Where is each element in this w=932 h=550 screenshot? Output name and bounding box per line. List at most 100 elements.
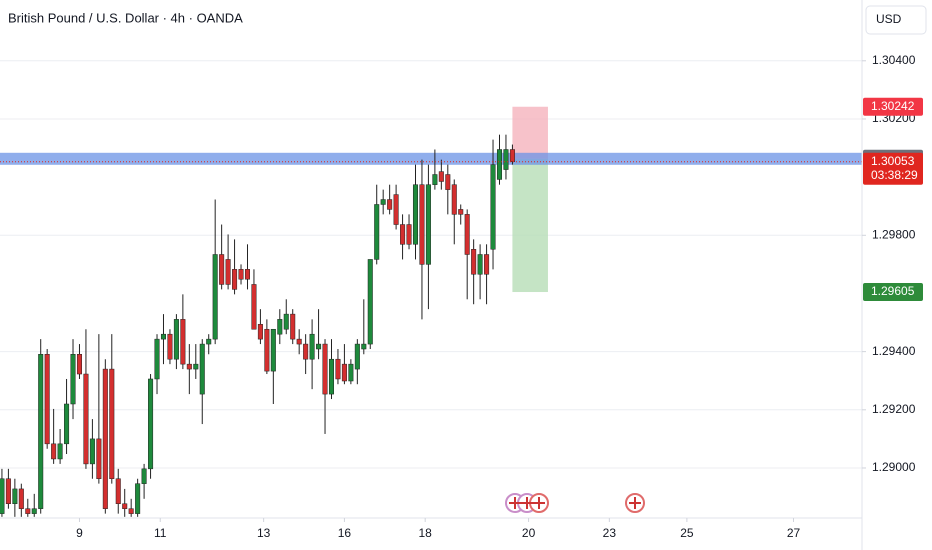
- candle-body: [212, 254, 218, 340]
- candle-body: [83, 373, 89, 465]
- stop-tag: 1.30242: [871, 99, 915, 113]
- candle-body: [432, 174, 438, 185]
- candle-body: [225, 259, 231, 285]
- candle-body: [167, 333, 173, 360]
- candle-body: [244, 269, 250, 280]
- plot: [0, 60, 862, 517]
- candle-body: [38, 354, 44, 509]
- candle-body: [219, 254, 225, 285]
- candle-body: [173, 319, 179, 360]
- candle-body: [374, 204, 380, 260]
- y-tick-label: 1.29200: [872, 402, 916, 416]
- candle-body: [180, 319, 186, 365]
- candle-body: [322, 343, 328, 395]
- candle-body: [115, 478, 121, 504]
- candle-body: [328, 358, 335, 395]
- candle-body: [277, 319, 283, 335]
- candle-body: [316, 343, 322, 350]
- candle-body: [458, 209, 464, 215]
- candle-body: [503, 149, 509, 170]
- candle-body: [128, 508, 134, 514]
- candle-body: [238, 269, 244, 280]
- y-tick-label: 1.30400: [872, 53, 916, 67]
- countdown: 03:38:29: [871, 168, 918, 182]
- candle-body: [471, 249, 477, 275]
- candle-body: [0, 478, 5, 514]
- x-tick-label: 9: [76, 526, 83, 540]
- chart-title: British Pound / U.S. Dollar · 4h · OANDA: [8, 10, 243, 25]
- candle-body: [367, 259, 373, 345]
- candle-body: [51, 443, 57, 460]
- x-tick-label: 18: [419, 526, 433, 540]
- events: [505, 493, 645, 513]
- candle-body: [393, 194, 399, 225]
- candle-body: [102, 368, 108, 509]
- candle-body: [425, 184, 431, 265]
- candle-body: [257, 324, 263, 340]
- candle-body: [451, 184, 457, 215]
- candle-body: [5, 478, 11, 504]
- candle-body: [387, 199, 393, 210]
- candle-body: [400, 224, 406, 245]
- candle-body: [354, 343, 360, 370]
- last-price-tag: 1.30053: [871, 154, 915, 168]
- candle-body: [406, 224, 412, 245]
- candle-body: [76, 354, 82, 375]
- candle-body: [148, 378, 154, 470]
- flag-cross: [509, 497, 641, 509]
- x-tick-label: 13: [257, 526, 271, 540]
- candle-body: [70, 354, 76, 405]
- level-band: [0, 152, 862, 165]
- candle-body: [264, 328, 270, 372]
- candle-body: [490, 164, 496, 250]
- target-zone: [512, 158, 548, 293]
- candle-body: [412, 184, 419, 245]
- candle-body: [438, 171, 444, 182]
- candle-body: [496, 149, 503, 180]
- candle-body: [290, 313, 296, 340]
- candle-body: [96, 438, 102, 479]
- candle-body: [206, 338, 212, 345]
- target-tag-box: [863, 283, 923, 302]
- y-tick-label: 1.29000: [872, 460, 916, 474]
- currency[interactable]: USD: [876, 12, 902, 26]
- x-tick-label: 25: [680, 526, 694, 540]
- candle-body: [122, 503, 128, 509]
- candle-body: [477, 254, 483, 275]
- candle-body: [57, 443, 63, 460]
- candle-body: [135, 483, 141, 514]
- candle-body: [251, 284, 257, 330]
- candle-body: [484, 254, 490, 275]
- last-price-tag-box: [863, 152, 923, 185]
- candle-body: [464, 214, 470, 255]
- candle-body: [141, 468, 147, 484]
- x-tick-label: 27: [787, 526, 801, 540]
- candle-body: [348, 363, 354, 382]
- x-tick-label: 11: [154, 526, 167, 540]
- candle-body: [361, 343, 367, 350]
- candle-body: [154, 338, 160, 380]
- candle-body: [109, 368, 115, 479]
- candle-body: [309, 333, 315, 360]
- candle-body: [160, 333, 166, 340]
- currency-box[interactable]: [865, 5, 927, 35]
- y-tick-label: 1.29800: [872, 227, 916, 241]
- candle-body: [296, 338, 302, 345]
- candle-body: [509, 149, 515, 162]
- candle-body: [25, 508, 31, 514]
- candle-body: [283, 313, 289, 330]
- candle-body: [199, 343, 205, 395]
- y-tick-label: 1.29400: [872, 344, 916, 358]
- candle-body: [186, 363, 192, 370]
- candle-body: [18, 488, 24, 509]
- stop-tag-box: [863, 97, 923, 116]
- candle-body: [419, 184, 425, 265]
- candle-body: [31, 508, 37, 514]
- target-tag: 1.29605: [871, 284, 915, 298]
- x-tick-label: 20: [522, 526, 536, 540]
- stop-zone: [512, 106, 548, 159]
- candle-body: [193, 363, 199, 370]
- candle-body: [89, 438, 95, 465]
- candle-body: [303, 343, 309, 360]
